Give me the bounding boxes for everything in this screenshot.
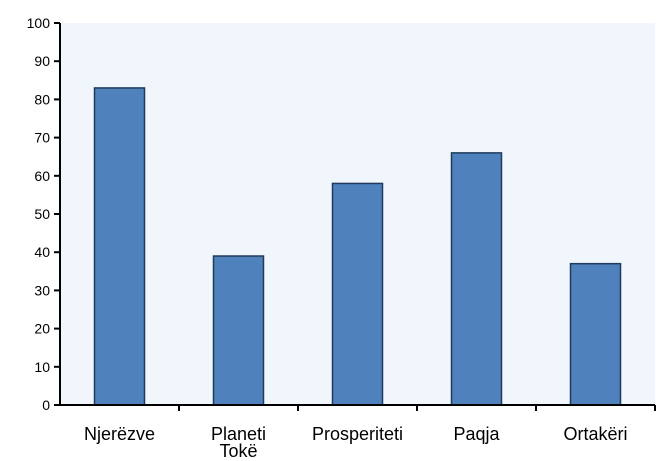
bar-1 [212, 255, 265, 406]
y-tick-label: 80 [34, 91, 50, 107]
y-tick-label: 40 [34, 244, 50, 260]
bars-group [93, 87, 622, 406]
x-category-label: Planeti Tokë [211, 424, 266, 461]
y-tick-label: 70 [34, 130, 50, 146]
y-tick-label: 90 [34, 53, 50, 69]
x-category-label-line: Prosperiteti [312, 424, 403, 444]
x-category-label-line: Njerëzve [84, 424, 155, 444]
bar-4 [569, 262, 622, 406]
x-category-label: Paqja [453, 424, 500, 444]
bar-0 [93, 87, 146, 406]
y-ticks-group: 0 10 20 30 40 50 60 70 80 90 100 [27, 15, 60, 413]
y-tick-label: 100 [27, 15, 51, 31]
x-category-label-line: Paqja [453, 424, 500, 444]
bar-3 [450, 152, 503, 406]
y-tick-label: 60 [34, 168, 50, 184]
y-tick-label: 20 [34, 321, 50, 337]
x-category-label-line: Tokë [219, 441, 257, 461]
y-tick-label: 30 [34, 282, 50, 298]
x-category-label-line: Ortakëri [563, 424, 627, 444]
y-tick-label: 10 [34, 359, 50, 375]
y-tick-label: 0 [42, 397, 50, 413]
x-category-label: Ortakëri [563, 424, 627, 444]
x-category-label: Prosperiteti [312, 424, 403, 444]
y-tick-label: 50 [34, 206, 50, 222]
x-labels-group: Njerëzve Planeti Tokë Prosperiteti Paqja Orta… [84, 405, 656, 461]
bar-2 [331, 182, 384, 406]
x-category-label-line: Planeti [211, 424, 266, 444]
x-category-label: Njerëzve [84, 424, 155, 444]
